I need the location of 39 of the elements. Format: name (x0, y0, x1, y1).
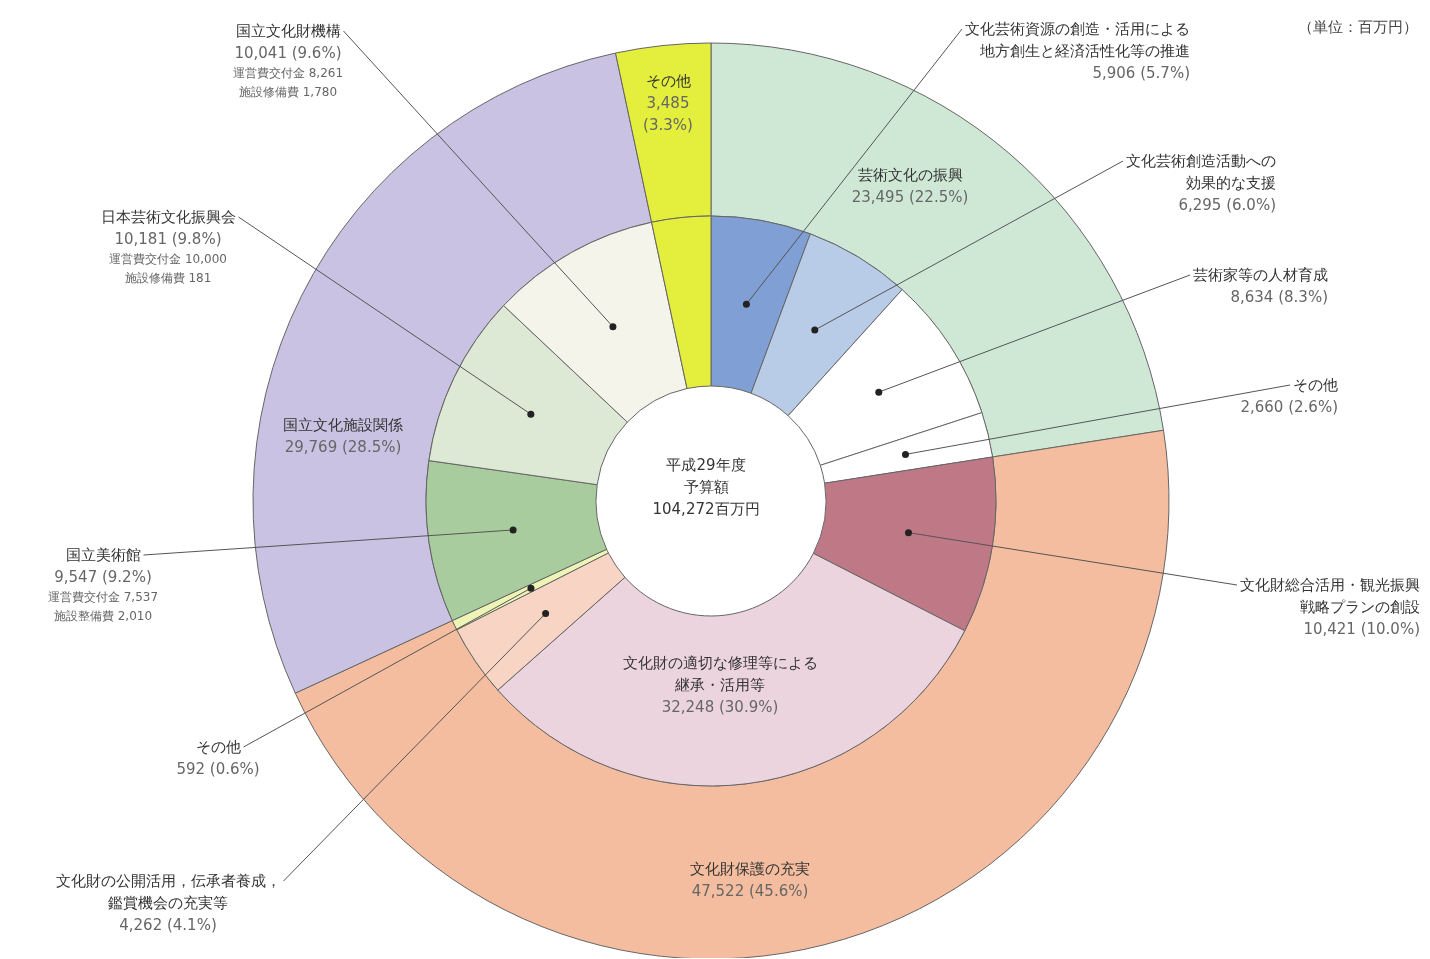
data-label: 10,421 (10.0%) (1303, 620, 1420, 638)
data-label: 10,041 (9.6%) (234, 44, 342, 62)
data-label: 3,485 (3.3%) (643, 94, 693, 134)
data-label: 6,295 (6.0%) (1178, 196, 1276, 214)
text: （単位：百万円） (1298, 18, 1418, 37)
text: 運営費交付金 7,537 (47, 590, 159, 604)
data-label: 5,906 (5.7%) (1092, 64, 1190, 82)
text: 運営費交付金 10,000 (109, 252, 227, 266)
slice-label: 文化芸術創造活動への効果的な支援 (1126, 152, 1276, 192)
slice-label: 文化財の公開活用，伝承者養成，鑑賞機会の充実等 (55, 872, 281, 912)
data-label: 29,769 (28.5%) (284, 438, 402, 456)
text: 施設修備費 181 (124, 271, 212, 285)
data-label: 592 (0.6%) (176, 760, 260, 778)
data-label: 23,495 (22.5%) (851, 188, 969, 206)
data-label: 47,522 (45.6%) (691, 882, 809, 900)
slice-label: 文化財の適切な修理等による継承・活用等 (622, 654, 818, 694)
slice-label: 国立文化施設関係 (283, 416, 403, 434)
slice-label: 国立文化財機構 (235, 22, 341, 40)
slice-label: その他 (645, 72, 691, 90)
slice-label: 文化財保護の充実 (690, 860, 810, 878)
slice-label: 文化財総合活用・観光振興戦略プランの創設 (1240, 576, 1420, 616)
slice-label: その他 (1293, 376, 1338, 394)
text: 施設修備費 1,780 (238, 85, 338, 99)
slice-label: 国立美術館 (65, 546, 141, 564)
data-label: 32,248 (30.9%) (661, 698, 779, 716)
slice-label: 日本芸術文化振興会 (100, 208, 236, 226)
slice-label: その他 (195, 738, 241, 756)
text: 104,272百万円 (651, 499, 761, 520)
data-label: 8,634 (8.3%) (1230, 288, 1328, 306)
slice-label: 芸術家等の人材育成 (1193, 266, 1328, 284)
data-label: 4,262 (4.1%) (119, 916, 217, 934)
slice-label: 文化芸術資源の創造・活用による地方創生と経済活性化等の推進 (965, 20, 1190, 60)
text: 運営費交付金 8,261 (232, 66, 344, 80)
data-label: 10,181 (9.8%) (114, 230, 222, 248)
data-label: 2,660 (2.6%) (1240, 398, 1338, 416)
text: 平成29年度予算額 (665, 455, 747, 498)
slice-label: 芸術文化の振興 (857, 166, 963, 184)
data-label: 9,547 (9.2%) (54, 568, 152, 586)
text: 施設整備費 2,010 (53, 609, 153, 623)
